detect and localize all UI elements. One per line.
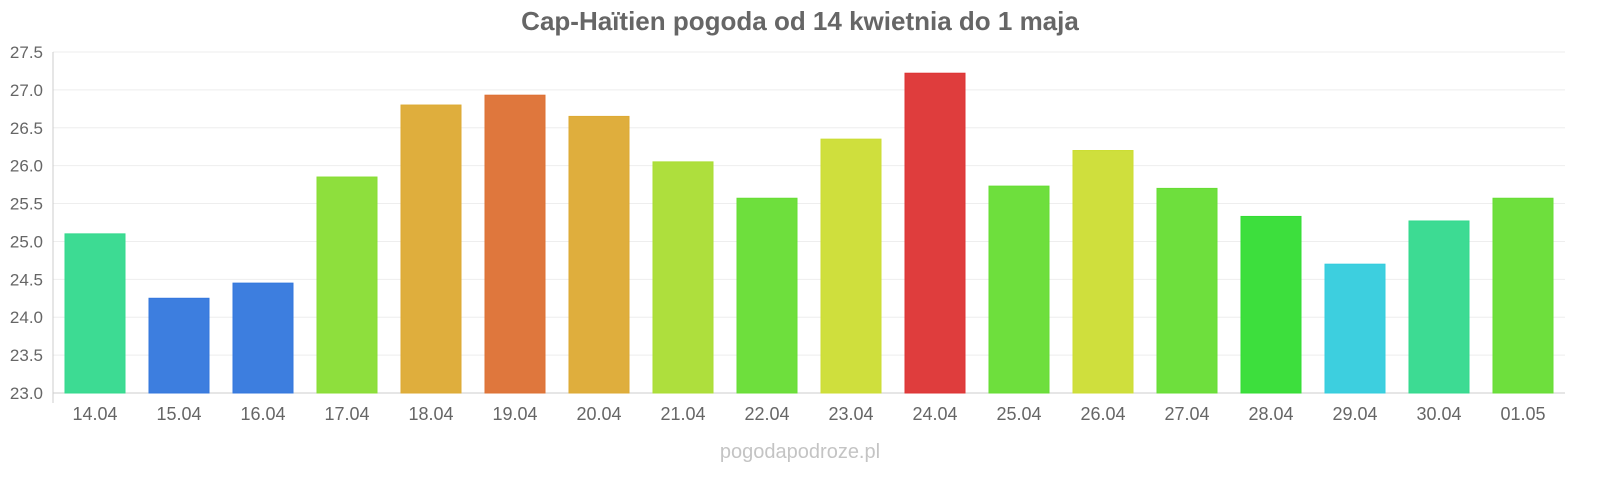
bar (1156, 187, 1218, 394)
bar (1408, 220, 1470, 394)
y-tick-label: 25.5 (10, 195, 43, 214)
y-tick-label: 23.5 (10, 346, 43, 365)
x-tick-label: 17.04 (324, 404, 369, 424)
x-tick-label: 24.04 (912, 404, 957, 424)
x-tick-label: 26.04 (1080, 404, 1125, 424)
watermark: pogodapodroze.pl (719, 441, 881, 463)
x-tick-label: 25.04 (996, 404, 1041, 424)
bar (1072, 150, 1134, 394)
x-tick-label: 21.04 (660, 404, 705, 424)
x-tick-label: 18.04 (408, 404, 453, 424)
x-tick-label: 23.04 (828, 404, 873, 424)
bar (652, 161, 714, 394)
chart-title: Cap-Haïtien pogoda od 14 kwietnia do 1 m… (521, 6, 1079, 36)
y-tick-label: 24.5 (10, 270, 43, 289)
x-tick-label: 22.04 (744, 404, 789, 424)
bar (904, 72, 966, 394)
bar (316, 176, 378, 394)
x-tick-label: 30.04 (1416, 404, 1461, 424)
bar (1240, 215, 1302, 394)
x-tick-label: 19.04 (492, 404, 537, 424)
bar (64, 233, 126, 394)
y-tick-label: 27.0 (10, 81, 43, 100)
x-tick-label: 27.04 (1164, 404, 1209, 424)
bar (820, 138, 882, 394)
x-tick-label: 16.04 (240, 404, 285, 424)
bar (736, 197, 798, 394)
x-axis-labels: 14.04 15.04 16.04 17.04 18.04 19.04 20.04 21.04… (72, 404, 1545, 424)
bar (484, 94, 546, 394)
y-tick-label: 26.0 (10, 157, 43, 176)
gridlines (53, 51, 1565, 394)
x-tick-label: 28.04 (1248, 404, 1293, 424)
bars (64, 72, 1554, 394)
y-tick-label: 25.0 (10, 232, 43, 251)
x-tick-label: 01.05 (1500, 404, 1545, 424)
y-tick-label: 26.5 (10, 119, 43, 138)
bar (148, 297, 210, 394)
bar (988, 185, 1050, 394)
bar (400, 104, 462, 394)
y-tick-label: 24.0 (10, 308, 43, 327)
bar (1492, 197, 1554, 394)
x-tick-label: 20.04 (576, 404, 621, 424)
y-axis: 23.0 23.5 24.0 24.5 25.0 25.5 26.0 26.5 27.0 27.5 (10, 43, 54, 403)
x-tick-label: 15.04 (156, 404, 201, 424)
bar (232, 282, 294, 394)
x-tick-label: 14.04 (72, 404, 117, 424)
y-tick-label: 23.0 (10, 384, 43, 403)
y-tick-label: 27.5 (10, 43, 43, 62)
bar (1324, 263, 1386, 394)
x-tick-label: 29.04 (1332, 404, 1377, 424)
bar (568, 115, 630, 394)
